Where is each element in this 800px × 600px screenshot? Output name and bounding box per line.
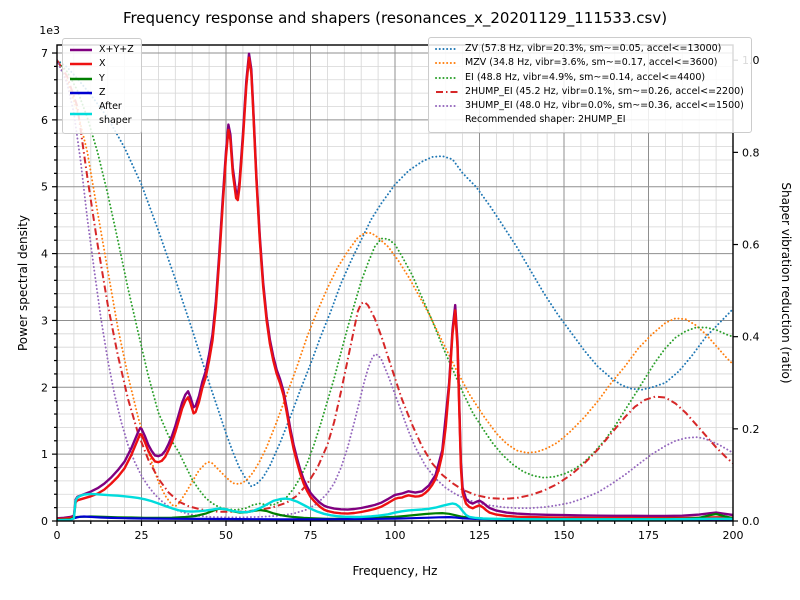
x-tick-label: 25	[135, 529, 149, 542]
legend-line-sample	[436, 90, 458, 93]
legend-entry: After shaper	[69, 100, 134, 129]
ticks	[52, 52, 738, 526]
legend-entry: Recommended shaper: 2HUMP_EI	[435, 113, 744, 127]
x-tick-label: 0	[54, 529, 61, 542]
legend-entry-label: After shaper	[99, 101, 132, 127]
legend-line-sample	[435, 76, 459, 79]
y-left-tick-label: 6	[41, 114, 48, 127]
x-tick-label: 75	[304, 529, 318, 542]
legend-line-sample	[435, 105, 459, 108]
y-left-tick-label: 1	[41, 448, 48, 461]
legend-entry: Y	[69, 72, 134, 86]
legend-entry-label: ZV (57.8 Hz, vibr=20.3%, sm~=0.05, accel…	[465, 43, 722, 54]
curve-psd-x	[57, 56, 733, 521]
legend-entry-label: 2HUMP_EI (45.2 Hz, vibr=0.1%, sm~=0.26, …	[465, 85, 744, 97]
tick-labels: 0 25 50 75 100 125 150 175 200 0 1 2 3 4 5 6 7 0.0 0.2 0.4 0…	[41, 47, 760, 542]
legend-entry-label: X	[99, 58, 106, 70]
x-tick-label: 200	[723, 529, 744, 542]
legend-entry: MZV (34.8 Hz, vibr=3.6%, sm~=0.17, accel…	[435, 56, 744, 70]
legend-entry-label: 3HUMP_EI (48.0 Hz, vibr=0.0%, sm~=0.36, …	[465, 100, 744, 111]
x-tick-label: 50	[219, 529, 233, 542]
legend-line-sample	[435, 62, 459, 65]
legend-line-sample	[435, 48, 459, 51]
legend-line-sample	[70, 91, 92, 95]
legend-entry-label: MZV (34.8 Hz, vibr=3.6%, sm~=0.17, accel…	[465, 57, 718, 69]
y-left-tick-label: 3	[41, 314, 48, 327]
legend-line-sample	[435, 115, 459, 125]
legend-entry: Z	[69, 86, 134, 100]
legend-entry-label: EI (48.8 Hz, vibr=4.9%, sm~=0.14, accel<…	[465, 71, 706, 83]
curve-shaper-mzv	[57, 59, 733, 508]
legend-entry: X+Y+Z	[69, 43, 134, 57]
legend-line-sample	[70, 77, 92, 80]
legend-line-sample	[70, 112, 92, 116]
legend-entry-label: Y	[99, 72, 105, 84]
legend-entry-label: Z	[99, 86, 106, 98]
y-left-tick-label: 4	[41, 248, 48, 261]
legend-entry: ZV (57.8 Hz, vibr=20.3%, sm~=0.05, accel…	[435, 42, 744, 56]
legend-entry: EI (48.8 Hz, vibr=4.9%, sm~=0.14, accel<…	[435, 71, 744, 85]
y-left-tick-label: 0	[41, 515, 48, 528]
y-right-tick-label: 0.6	[742, 239, 760, 252]
legend-line-sample	[70, 48, 92, 52]
curve-shaper-2hump_ei	[57, 59, 733, 513]
chart-title: Frequency response and shapers (resonanc…	[122, 9, 668, 27]
y-right-tick-label: 0.0	[742, 515, 760, 528]
legend-shapers: ZV (57.8 Hz, vibr=20.3%, sm~=0.05, accel…	[428, 37, 752, 133]
x-tick-label: 125	[469, 529, 490, 542]
x-tick-label: 175	[638, 529, 659, 542]
legend-entry: 2HUMP_EI (45.2 Hz, vibr=0.1%, sm~=0.26, …	[435, 85, 744, 99]
y-left-tick-label: 7	[41, 47, 48, 60]
x-axis-label: Frequency, Hz	[352, 564, 438, 578]
legend-psd-series: X+Y+Z X Y Z After shaper	[62, 38, 142, 134]
legend-entry: 3HUMP_EI (48.0 Hz, vibr=0.0%, sm~=0.36, …	[435, 99, 744, 113]
x-tick-label: 150	[554, 529, 575, 542]
curve-psd-after-shaper	[57, 492, 733, 521]
y-left-tick-label: 5	[41, 181, 48, 194]
y-left-tick-label: 2	[41, 381, 48, 394]
x-tick-label: 100	[385, 529, 406, 542]
legend-line-sample	[70, 63, 92, 66]
legend-entry-label: X+Y+Z	[99, 44, 134, 55]
y-axis-offset-text: 1e3	[39, 24, 60, 37]
y-right-tick-label: 0.8	[742, 146, 760, 159]
y-right-tick-label: 0.2	[742, 423, 760, 436]
legend-entry-label: Recommended shaper: 2HUMP_EI	[465, 114, 626, 126]
legend-entry: X	[69, 57, 134, 71]
y-right-tick-label: 0.4	[742, 331, 760, 344]
curve-shaper-zv	[57, 59, 733, 488]
